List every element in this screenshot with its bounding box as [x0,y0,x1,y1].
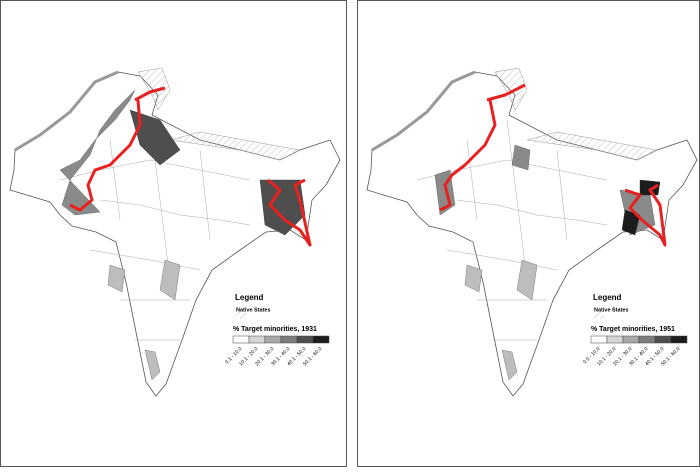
class-swatch [280,335,298,344]
partition-line [439,83,667,247]
class-swatch [622,335,640,344]
native-states-label: Native States [236,307,271,313]
scale-title: % Target minorities, 1931 [233,326,317,333]
native-states-swatch [236,312,246,319]
class-swatch [232,335,250,344]
class-swatch [654,335,672,344]
class-swatch [606,335,624,344]
native-states-label: Native States [594,307,629,313]
class-swatch [590,335,608,344]
panel-right: Legend Native States % Target minorities, … [357,0,700,467]
panel-left: Legend Native States % Target minorities, … [0,0,347,467]
native-states-swatch [594,312,604,319]
scale-title: % Target minorities, 1951 [591,326,675,333]
class-swatch [638,335,656,344]
class-swatch [296,335,314,344]
class-swatch [264,335,282,344]
legend-title: Legend [235,293,264,302]
partition-line [69,86,312,247]
class-swatch [248,335,266,344]
class-swatch [312,335,330,344]
shaded-districts [59,89,136,216]
class-swatch [670,335,688,344]
legend-title: Legend [593,293,622,302]
